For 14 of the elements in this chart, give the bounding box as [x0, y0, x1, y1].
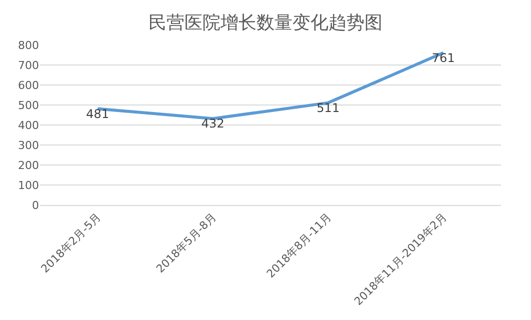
- y-tick-label: 400: [18, 118, 39, 132]
- y-tick-label: 800: [18, 38, 39, 52]
- y-tick-label: 100: [18, 178, 39, 192]
- y-tick-label: 0: [32, 198, 39, 212]
- y-tick-label: 700: [18, 58, 39, 72]
- y-tick-label: 300: [18, 138, 39, 152]
- y-tick-label: 200: [18, 158, 39, 172]
- y-tick-label: 500: [18, 98, 39, 112]
- data-label: 432: [201, 116, 224, 131]
- data-label: 481: [86, 106, 110, 121]
- data-label: 511: [316, 100, 340, 115]
- data-label: 761: [432, 50, 455, 65]
- y-tick-label: 600: [18, 78, 39, 92]
- chart-title: 民营医院增长数量变化趋势图: [148, 12, 382, 34]
